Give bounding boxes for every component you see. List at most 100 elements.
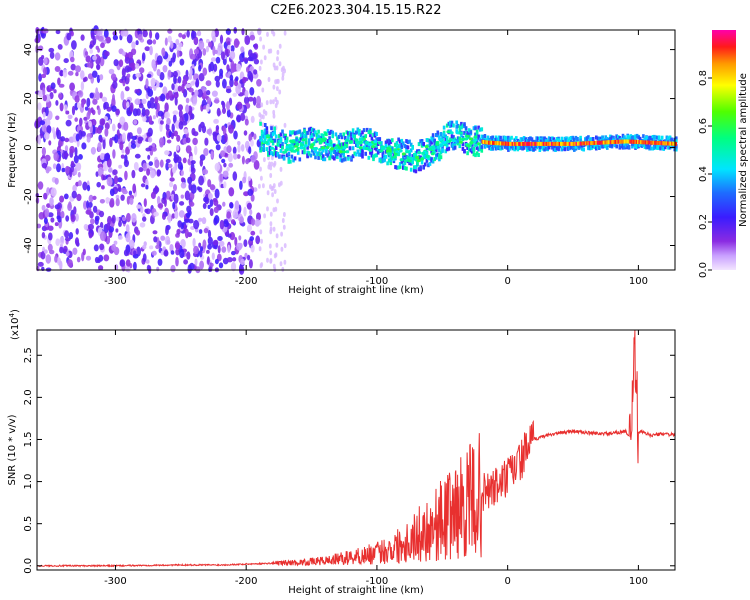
spectrogram-cell <box>105 36 111 44</box>
spectrogram-cell <box>109 137 113 148</box>
spectrogram-cell <box>359 149 363 154</box>
spectrogram-cell <box>436 130 440 135</box>
spectrogram-cell <box>88 201 93 208</box>
spectrogram-cell <box>197 89 203 98</box>
spectrogram-cell <box>203 228 209 234</box>
spectrogram-cell <box>397 144 400 149</box>
colorbar-tick-label: 0.8 <box>698 70 709 86</box>
spectrogram-cell <box>299 146 304 150</box>
spectrogram-cell <box>250 155 257 163</box>
spectrogram-cell <box>334 132 338 137</box>
spectrogram-cell <box>244 118 249 126</box>
spectrogram-cell <box>279 166 283 172</box>
spectrogram-cell <box>444 149 447 154</box>
spectrogram-cell <box>629 137 633 142</box>
spectrogram-cell <box>333 150 336 154</box>
spectrogram-cell <box>438 148 441 153</box>
spectrogram-cell <box>166 139 172 144</box>
spectrogram-cell <box>295 142 300 147</box>
spectrogram-cell <box>189 201 195 207</box>
spectrogram-cell <box>103 28 109 39</box>
spectrogram-cell <box>406 140 410 145</box>
spectrogram-cell <box>252 96 257 106</box>
spectrogram-cell <box>104 153 109 162</box>
spectrogram-cell <box>54 177 59 185</box>
spectrogram-cell <box>642 134 645 139</box>
spectrogram-cell <box>88 232 93 239</box>
spectrogram-cell <box>175 256 179 267</box>
spectrogram-cell <box>518 144 521 149</box>
spectrogram-cell <box>269 211 273 217</box>
spectrogram-cell <box>646 136 650 141</box>
spectrogram-cell <box>311 133 314 138</box>
spectrogram-cell <box>126 101 130 108</box>
spectrogram-cell <box>595 140 598 145</box>
spectrogram-cell <box>215 56 221 64</box>
spectrogram-cell <box>478 137 482 142</box>
spectrogram-cell <box>484 140 487 145</box>
spectrogram-cell <box>67 70 74 76</box>
spectrogram-cell <box>269 173 273 178</box>
spectrogram-cell <box>450 120 454 125</box>
spectrogram-cell <box>281 75 285 81</box>
spectrogram-cell <box>453 145 457 150</box>
spectrogram-cell <box>246 66 250 73</box>
spectrogram-cell <box>488 146 491 151</box>
spectrogram-cell <box>84 106 89 111</box>
spectrogram-cell <box>649 146 653 151</box>
spectrogram-cell <box>165 162 170 171</box>
spectrogram-cell <box>47 225 54 231</box>
spectrogram-cell <box>180 194 184 199</box>
spectrogram-cell <box>247 254 251 261</box>
snr-x-tick-label: -100 <box>366 576 389 587</box>
spectrogram-cell <box>467 128 471 133</box>
spectrogram-cell <box>144 208 149 213</box>
spectrogram-cell <box>620 139 623 144</box>
spectrogram-cell <box>491 135 494 140</box>
spectrogram-cell <box>157 258 163 266</box>
spectrogram-cell <box>301 150 305 155</box>
spectrogram-cell <box>237 141 241 146</box>
spectrogram-cell <box>125 224 130 233</box>
spectrogram-cell <box>565 138 568 143</box>
spectrogram-cell <box>398 139 402 144</box>
spectrogram-cell <box>73 154 79 164</box>
spectrogram-cell <box>314 149 317 154</box>
spectrogram-cell <box>122 79 126 87</box>
spectrogram-cell <box>229 202 234 209</box>
spectrogram-cell <box>347 135 350 140</box>
spectrogram-cell <box>538 148 542 152</box>
spectrogram-cell <box>237 82 242 90</box>
spectrogram-cell <box>281 266 285 272</box>
spectrogram-cell <box>173 151 177 159</box>
spectrogram-cell <box>336 136 339 141</box>
spectrogram-cell <box>626 134 629 139</box>
spectrogram-cell <box>160 120 164 125</box>
spectrogram-cell <box>293 142 297 147</box>
spectrogram-cell <box>112 149 116 159</box>
spectrogram-cell <box>298 129 302 134</box>
spectrogram-cell <box>275 78 279 84</box>
spectrogram-cell <box>136 108 141 116</box>
spectrogram-cell <box>58 93 62 99</box>
spectrogram-cell <box>591 141 594 145</box>
spectrogram-cell <box>439 150 443 155</box>
spectrogram-cell <box>37 135 41 145</box>
spectrogram-cell <box>273 189 277 194</box>
spectrogram-cell <box>458 140 463 144</box>
spectrogram-cell <box>592 141 595 145</box>
spectrogram-cell <box>393 148 397 152</box>
spectrogram-cell <box>661 141 664 146</box>
spectrogram-cell <box>141 98 147 105</box>
spectrogram-cell <box>511 141 514 146</box>
spectrogram-cell <box>219 173 223 182</box>
spectrogram-cell <box>303 150 306 155</box>
spectrogram-cell <box>424 145 429 149</box>
spectrogram-cell <box>259 36 262 42</box>
spectrogram-cell <box>563 147 567 152</box>
spectrogram-cell <box>170 264 176 273</box>
spectrogram-cell <box>552 147 556 152</box>
spectrogram-cell <box>557 141 560 146</box>
spectrogram-cell <box>115 108 120 116</box>
